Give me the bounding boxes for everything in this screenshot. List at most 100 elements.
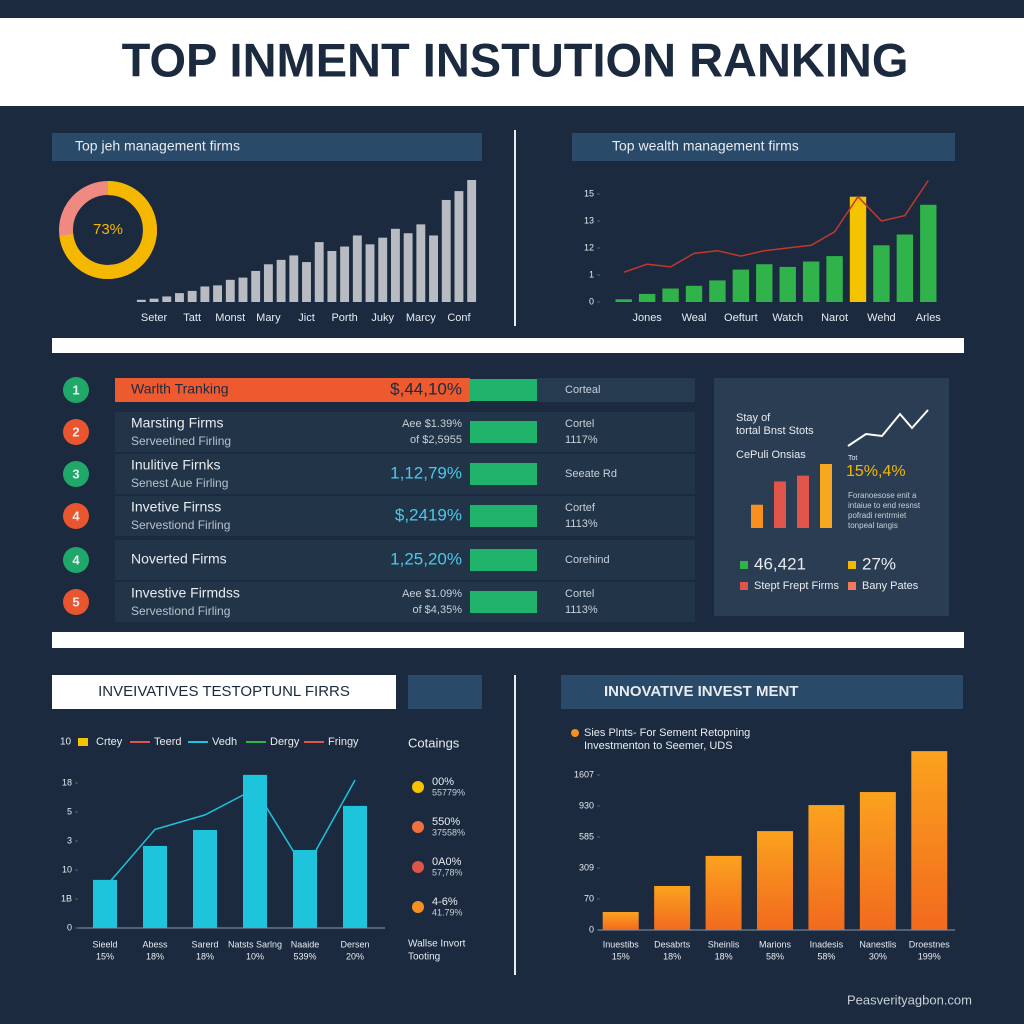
x-tick-label: Arles xyxy=(916,312,942,324)
rank-badge xyxy=(63,589,89,615)
panel-title: INVEIVATIVES TESTOPTUNL FIRRS xyxy=(98,683,350,700)
bar xyxy=(757,831,793,930)
row-name: Inulitive Firnks xyxy=(131,457,220,473)
legend-swatch xyxy=(78,738,88,746)
trend-icon xyxy=(847,409,929,447)
bar xyxy=(149,298,159,302)
bar xyxy=(340,246,350,302)
y-tick-label: 1 xyxy=(589,269,594,279)
title-band xyxy=(0,18,1024,106)
row-value-sub: of $4,35% xyxy=(412,604,462,616)
bar xyxy=(289,255,299,302)
bar xyxy=(352,235,362,302)
y-tick-label: 70 xyxy=(584,893,594,903)
row-status-sub: 1117% xyxy=(565,434,598,446)
bar xyxy=(896,234,914,302)
side-legend-sub: 55779% xyxy=(432,787,465,797)
side-legend-label: 00% xyxy=(432,776,454,788)
row-value: Aee $1.39% xyxy=(402,418,462,430)
bar xyxy=(820,464,832,528)
card-annotation: 15%,4% xyxy=(846,463,906,480)
bar xyxy=(709,280,726,302)
x-tick-note: 18% xyxy=(146,951,164,961)
x-tick-note: 20% xyxy=(346,951,364,961)
stat-swatch xyxy=(740,561,748,569)
bar xyxy=(732,269,750,302)
row-bg xyxy=(537,378,695,402)
separator xyxy=(52,338,964,353)
x-tick-label: Jict xyxy=(298,312,315,324)
rank-number: 2 xyxy=(72,424,79,439)
rank-badge xyxy=(63,419,89,445)
legend-label: Teerd xyxy=(154,736,182,748)
row-name: Marsting Firms xyxy=(131,415,224,431)
card-heading: Stay of xyxy=(736,412,771,424)
y-tick-label: 13 xyxy=(584,215,594,225)
bar xyxy=(213,285,223,302)
y-tick-label: 309 xyxy=(579,862,594,872)
row-bar xyxy=(470,463,537,485)
side-legend-title: Cotaings xyxy=(408,735,460,750)
row-name: Invetive Firnss xyxy=(131,499,221,515)
bar xyxy=(93,879,117,928)
bar xyxy=(429,235,438,302)
x-tick-label: Abess xyxy=(142,939,168,949)
card-chart-title: CePuli Onsias xyxy=(736,449,806,461)
side-legend-sub: 37558% xyxy=(432,827,465,837)
x-tick-label: Porth xyxy=(331,312,357,324)
bar xyxy=(403,233,413,302)
y-tick-label: 0 xyxy=(67,922,72,932)
legend-label: Vedh xyxy=(212,736,237,748)
x-tick-label: Mary xyxy=(256,312,281,324)
bar xyxy=(756,264,773,302)
row-bar xyxy=(470,591,537,613)
row-bg xyxy=(115,582,695,622)
bar xyxy=(314,242,324,302)
x-tick-label: Watch xyxy=(772,312,803,324)
panel-title: Top jeh management firms xyxy=(75,138,240,154)
row-status-sub: 1113% xyxy=(565,518,598,530)
y-tick-label: 3 xyxy=(67,835,72,845)
side-legend-footer: Tooting xyxy=(408,952,440,963)
side-legend-dot xyxy=(412,901,424,913)
stat-label: 27% xyxy=(862,554,896,573)
x-tick-note: 199% xyxy=(918,951,941,961)
x-tick-label: Weal xyxy=(682,312,707,324)
x-tick-label: Nanestlis xyxy=(859,939,897,949)
legend-label: Fringy xyxy=(328,736,359,748)
bar xyxy=(416,224,426,302)
x-tick-label: Wehd xyxy=(867,312,896,324)
side-legend-label: 0A0% xyxy=(432,856,462,868)
row-sub: Serveetined Firling xyxy=(131,434,231,448)
bar xyxy=(705,855,742,930)
bar xyxy=(238,277,248,302)
card-heading: tortal Bnst Stots xyxy=(736,425,814,437)
bar xyxy=(685,285,703,302)
rank-badge xyxy=(63,547,89,573)
subtitle-dot xyxy=(571,729,579,737)
bar xyxy=(251,270,261,302)
row-name: Warlth Tranking xyxy=(131,381,229,397)
bar xyxy=(263,264,273,302)
bar xyxy=(751,504,763,528)
y-tick-label: 0 xyxy=(589,296,594,306)
stat-label: Stept Frept Firms xyxy=(754,580,839,592)
donut-label: 73% xyxy=(93,221,123,238)
bar xyxy=(615,299,632,302)
row-status: Seeate Rd xyxy=(565,468,617,480)
side-legend-label: 4-6% xyxy=(432,896,458,908)
x-tick-label: Droestnes xyxy=(909,939,951,949)
side-legend-dot xyxy=(412,781,424,793)
rank-number: 4 xyxy=(72,508,80,523)
x-tick-note: 18% xyxy=(715,951,733,961)
bar xyxy=(920,204,937,302)
x-tick-note: 10% xyxy=(246,951,264,961)
side-legend-dot xyxy=(412,861,424,873)
row-bg xyxy=(115,412,695,452)
row-value: 1,25,20% xyxy=(390,549,462,568)
bar xyxy=(849,196,867,302)
x-tick-label: Dersen xyxy=(340,939,369,949)
bar xyxy=(243,774,267,928)
bar xyxy=(143,845,167,928)
